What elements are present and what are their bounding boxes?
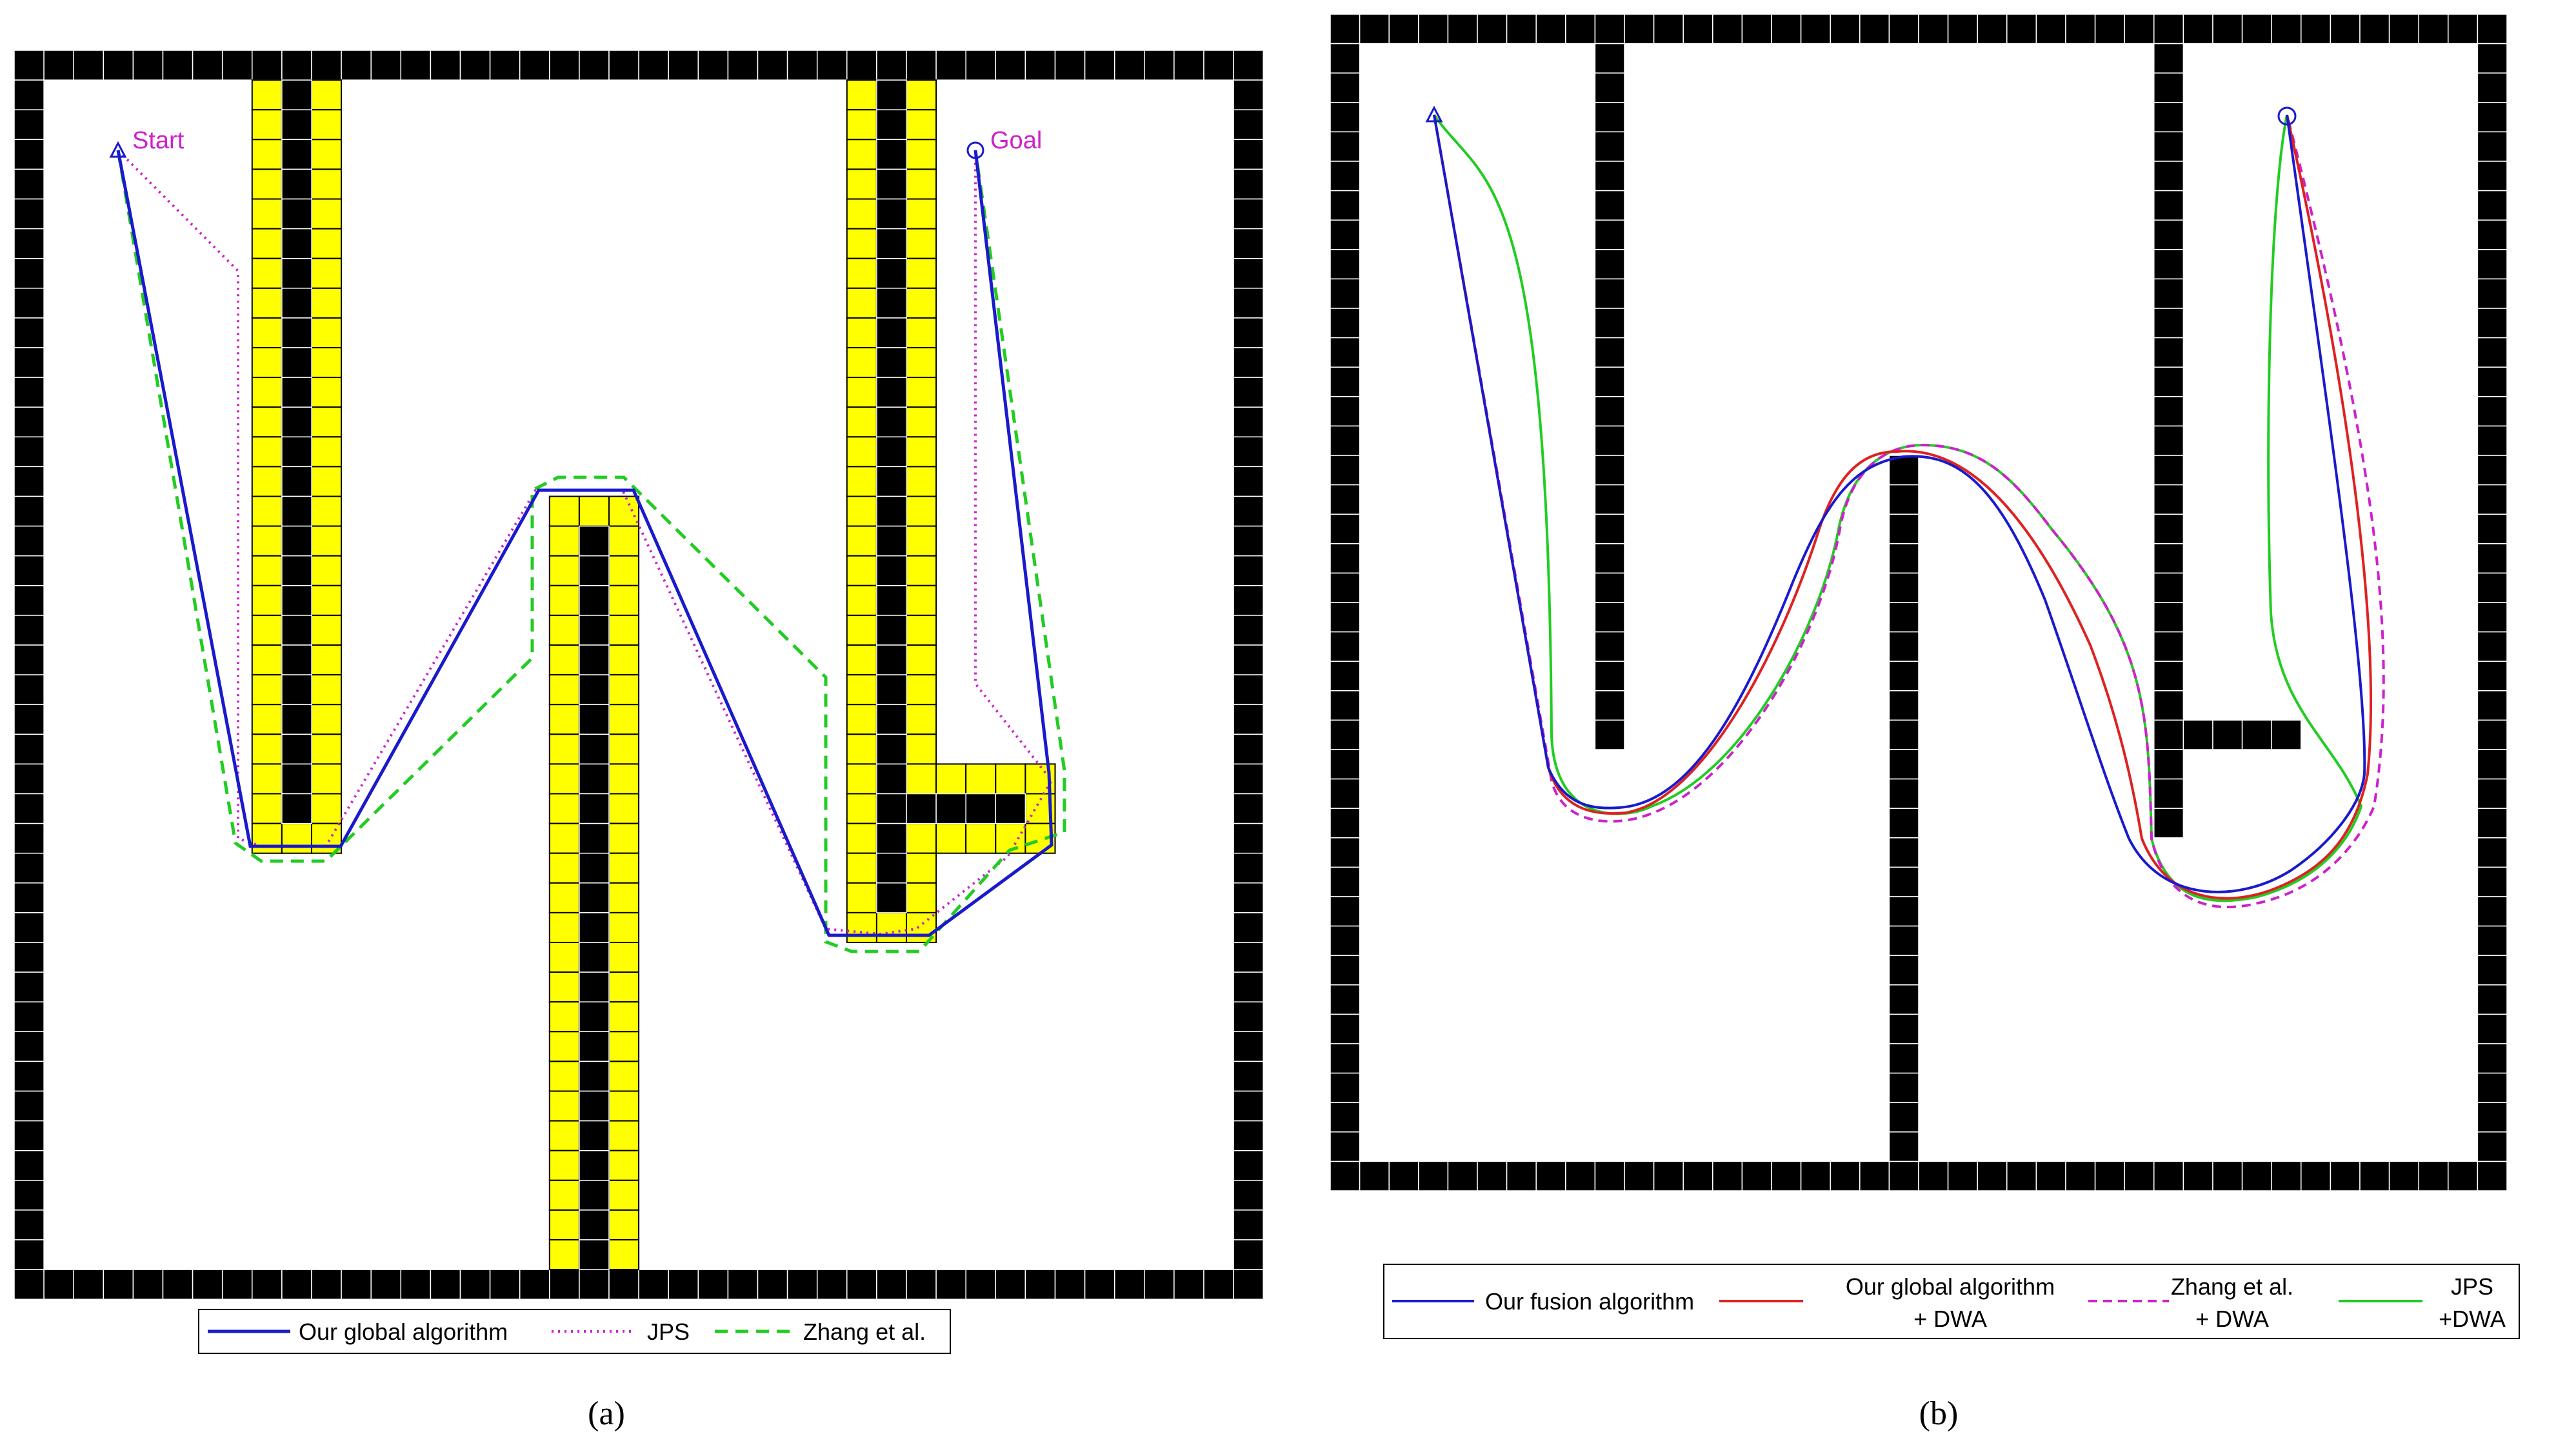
panel-b-paths — [1433, 114, 2385, 909]
border-wall-bottom — [14, 1269, 1264, 1300]
panel-a-legend: Our global algorithm JPS Zhang et al. — [198, 1309, 951, 1354]
obstacle-branch — [906, 793, 1026, 824]
zhang-path — [116, 150, 1066, 953]
panel-b-legend: Our fusion algorithm Our global algorith… — [1383, 1264, 2520, 1339]
obstacle-pillar-1 — [281, 79, 312, 824]
border-wall-bottom — [1330, 1160, 2508, 1191]
obstacle-pillar-2 — [579, 525, 610, 1270]
legend-our-global-label: Our global algorithm — [299, 1319, 508, 1345]
border-wall-right — [2477, 43, 2508, 1162]
zhang-dwa-path — [1433, 114, 2385, 909]
border-wall-left — [1330, 43, 1361, 1162]
legend-global-dwa-label-line2: + DWA — [1913, 1306, 1987, 1332]
panel-a-obstacles — [14, 50, 1264, 1300]
our-global-path — [116, 150, 1053, 937]
legend-global-dwa-label-line1: Our global algorithm — [1846, 1273, 2055, 1300]
legend-jps-dwa-label-line1: JPS — [2451, 1273, 2493, 1300]
obstacle-branch — [2182, 719, 2302, 750]
obstacle-pillar-3 — [2153, 43, 2184, 839]
goal-marker — [2277, 106, 2297, 126]
legend-zhang-dwa-label-line2: + DWA — [2195, 1306, 2269, 1332]
start-label: Start — [132, 127, 185, 154]
panel-a-caption: (a) — [588, 1395, 625, 1432]
start-marker — [1425, 105, 1443, 123]
goal-label: Goal — [990, 127, 1042, 154]
border-wall-right — [1233, 79, 1264, 1270]
legend-jps-label: JPS — [647, 1319, 690, 1345]
legend-zhang-dwa-label-line1: Zhang et al. — [2171, 1273, 2293, 1300]
legend-jps-dwa-label-line2: +DWA — [2439, 1306, 2506, 1332]
border-wall-left — [14, 79, 45, 1270]
panel-a-paths — [116, 149, 1066, 953]
our-global-dwa-path — [1433, 114, 2372, 900]
our-fusion-path — [1433, 114, 2366, 893]
panel-b-caption: (b) — [1919, 1395, 1959, 1432]
obstacle-pillar-2 — [1888, 455, 1919, 1162]
border-wall-top — [1330, 14, 2508, 45]
panel-a-grid-map: Start Goal Our global algorithm JPS Zhan… — [14, 50, 1264, 1432]
legend-zhang-label: Zhang et al. — [803, 1319, 926, 1345]
jps-path — [117, 149, 1053, 936]
border-wall-top — [14, 50, 1264, 81]
obstacle-pillar-3 — [876, 79, 907, 913]
jps-dwa-path — [1433, 114, 2363, 902]
panel-b-grid-map: Our fusion algorithm Our global algorith… — [1330, 14, 2520, 1432]
panel-b-obstacles — [1330, 14, 2508, 1191]
goal-marker — [966, 141, 984, 159]
obstacle-pillar-1 — [1594, 43, 1625, 750]
legend-fusion-label: Our fusion algorithm — [1485, 1288, 1694, 1315]
start-marker — [109, 141, 127, 158]
